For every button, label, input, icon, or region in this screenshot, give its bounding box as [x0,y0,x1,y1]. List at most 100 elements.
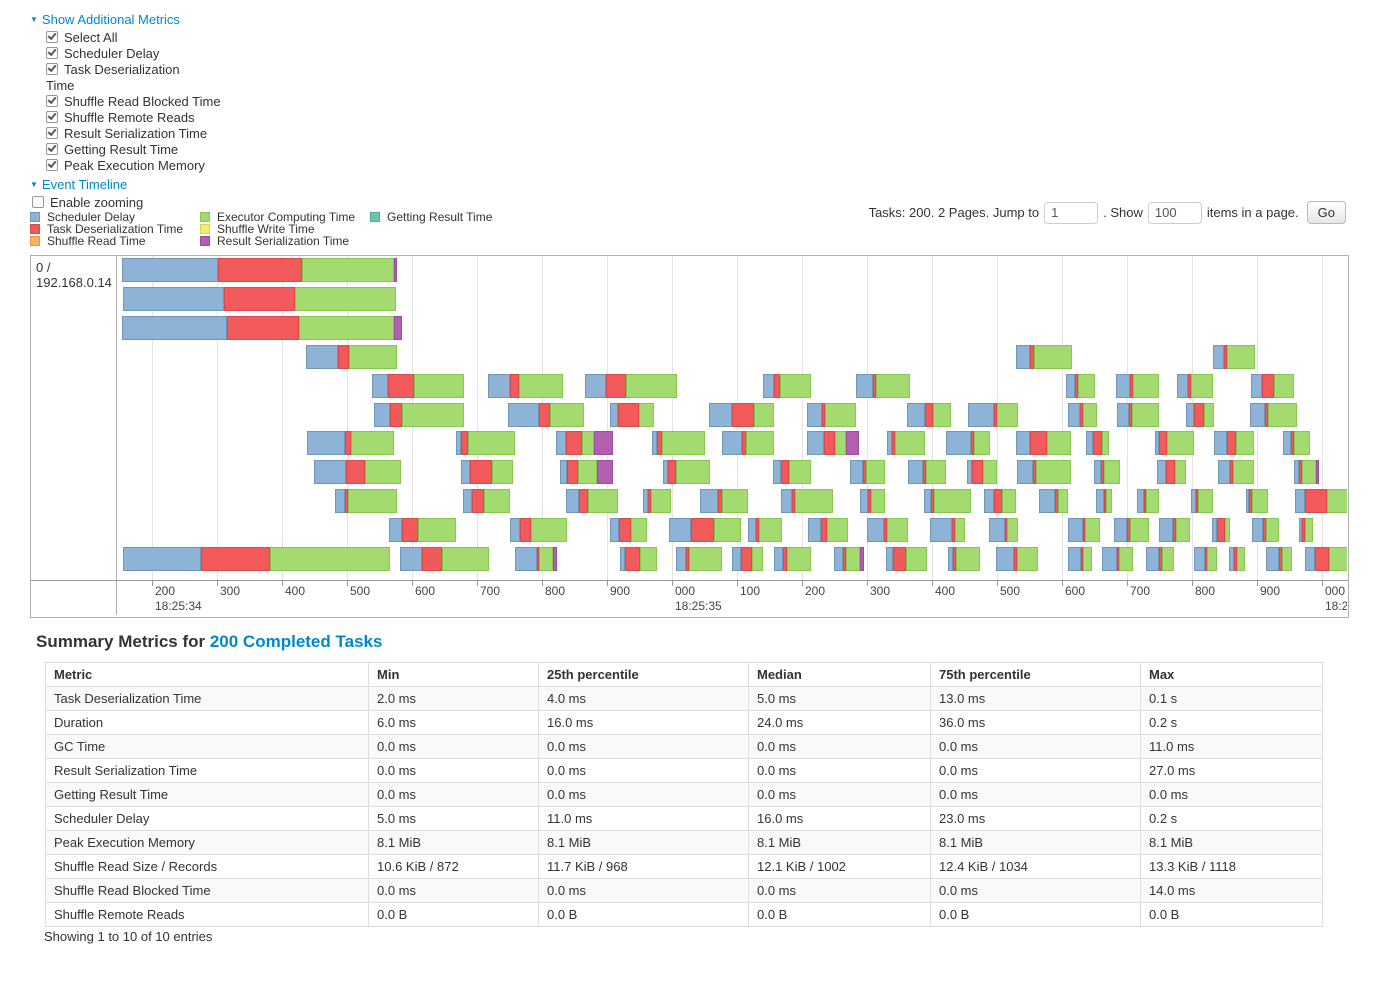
task-bar[interactable] [389,518,456,542]
metric-checkbox-item[interactable]: Scheduler Delay [46,46,221,62]
task-bar[interactable] [807,403,856,427]
task-bar[interactable] [610,403,654,427]
task-bar[interactable] [663,460,710,484]
task-bar[interactable] [652,431,705,455]
column-header-min[interactable]: Min [368,662,539,687]
task-bar[interactable] [1212,518,1230,542]
task-bar[interactable] [1305,547,1347,571]
task-bar[interactable] [968,403,1018,427]
task-bar[interactable] [1294,460,1319,484]
metric-checkbox-item[interactable]: Select All [46,30,221,46]
task-bar[interactable] [1114,518,1149,542]
task-bar[interactable] [1218,460,1254,484]
task-bar[interactable] [1066,374,1095,398]
task-bar[interactable] [400,547,489,571]
enable-zooming-checkbox-item[interactable]: Enable zooming [32,195,221,211]
task-bar[interactable] [1157,460,1186,484]
items-per-page-input[interactable] [1147,201,1202,224]
task-bar[interactable] [886,547,927,571]
jump-to-page-input[interactable] [1044,201,1099,224]
task-bar[interactable] [510,518,567,542]
task-bar[interactable] [732,547,763,571]
task-bar[interactable] [1214,431,1254,455]
metric-checkbox-item[interactable]: Task Deserialization Time [46,62,188,94]
task-bar[interactable] [508,403,584,427]
task-bar[interactable] [908,460,946,484]
task-bar[interactable] [676,547,722,571]
task-bar[interactable] [1096,489,1112,513]
task-bar[interactable] [850,460,885,484]
task-bar[interactable] [1283,431,1310,455]
task-bar[interactable] [566,489,618,513]
checkbox-task-deserialization-time[interactable] [46,63,58,75]
task-bar[interactable] [774,547,811,571]
task-bar[interactable] [1137,489,1159,513]
show-additional-metrics-link[interactable]: ▼ Show Additional Metrics [30,12,180,27]
task-bar[interactable] [1213,345,1255,369]
task-bar[interactable] [307,431,394,455]
task-bar[interactable] [967,460,997,484]
task-bar[interactable] [946,431,990,455]
column-header-25th-percentile[interactable]: 25th percentile [538,662,749,687]
task-bar[interactable] [887,431,925,455]
column-header-metric[interactable]: Metric [45,662,369,687]
column-header-median[interactable]: Median [748,662,931,687]
task-bar[interactable] [374,403,464,427]
column-header-max[interactable]: Max [1140,662,1323,687]
event-timeline-link[interactable]: ▼ Event Timeline [30,177,127,192]
task-bar[interactable] [643,489,671,513]
task-bar[interactable] [989,518,1018,542]
task-bar[interactable] [1068,547,1092,571]
task-bar[interactable] [1250,403,1297,427]
task-bar[interactable] [1246,489,1268,513]
metric-checkbox-item[interactable]: Peak Execution Memory [46,158,221,174]
task-bar[interactable] [1194,547,1217,571]
checkbox-shuffle-read-blocked-time[interactable] [46,95,58,107]
checkbox-select-all[interactable] [46,31,58,43]
checkbox-shuffle-remote-reads[interactable] [46,111,58,123]
task-bar[interactable] [807,431,859,455]
completed-tasks-link[interactable]: 200 Completed Tasks [209,632,383,651]
checkbox-result-serialization-time[interactable] [46,127,58,139]
task-bar[interactable] [773,460,811,484]
metric-checkbox-item[interactable]: Result Serialization Time [46,126,221,142]
task-bar[interactable] [1068,403,1097,427]
task-bar[interactable] [1177,374,1213,398]
task-bar[interactable] [372,374,464,398]
task-bar[interactable] [1191,489,1213,513]
task-bar[interactable] [996,547,1038,571]
task-bar[interactable] [1116,374,1159,398]
task-bar[interactable] [1251,374,1294,398]
task-bar[interactable] [610,518,647,542]
task-bar[interactable] [948,547,980,571]
task-bar[interactable] [123,547,390,571]
task-bar[interactable] [461,460,513,484]
task-bar[interactable] [122,316,402,340]
task-bar[interactable] [560,460,613,484]
task-bar[interactable] [781,489,833,513]
task-bar[interactable] [1252,518,1279,542]
task-bar[interactable] [907,403,951,427]
task-bar[interactable] [748,518,782,542]
task-bar[interactable] [306,345,397,369]
task-bar[interactable] [488,374,563,398]
task-bar[interactable] [1266,547,1292,571]
go-button[interactable]: Go [1306,201,1346,224]
column-header-75th-percentile[interactable]: 75th percentile [930,662,1141,687]
task-bar[interactable] [1117,403,1159,427]
task-bar[interactable] [1186,403,1214,427]
task-bar[interactable] [722,431,774,455]
task-bar[interactable] [1299,518,1313,542]
task-bar[interactable] [808,518,848,542]
metric-checkbox-item[interactable]: Shuffle Remote Reads [46,110,221,126]
task-bar[interactable] [709,403,774,427]
metric-checkbox-item[interactable]: Getting Result Time [46,142,221,158]
task-bar[interactable] [620,547,657,571]
task-bar[interactable] [1016,431,1071,455]
task-bar[interactable] [1039,489,1068,513]
task-bar[interactable] [860,489,885,513]
task-bar[interactable] [1102,547,1133,571]
task-bar[interactable] [1016,345,1072,369]
task-bar[interactable] [834,547,864,571]
task-bar[interactable] [763,374,811,398]
